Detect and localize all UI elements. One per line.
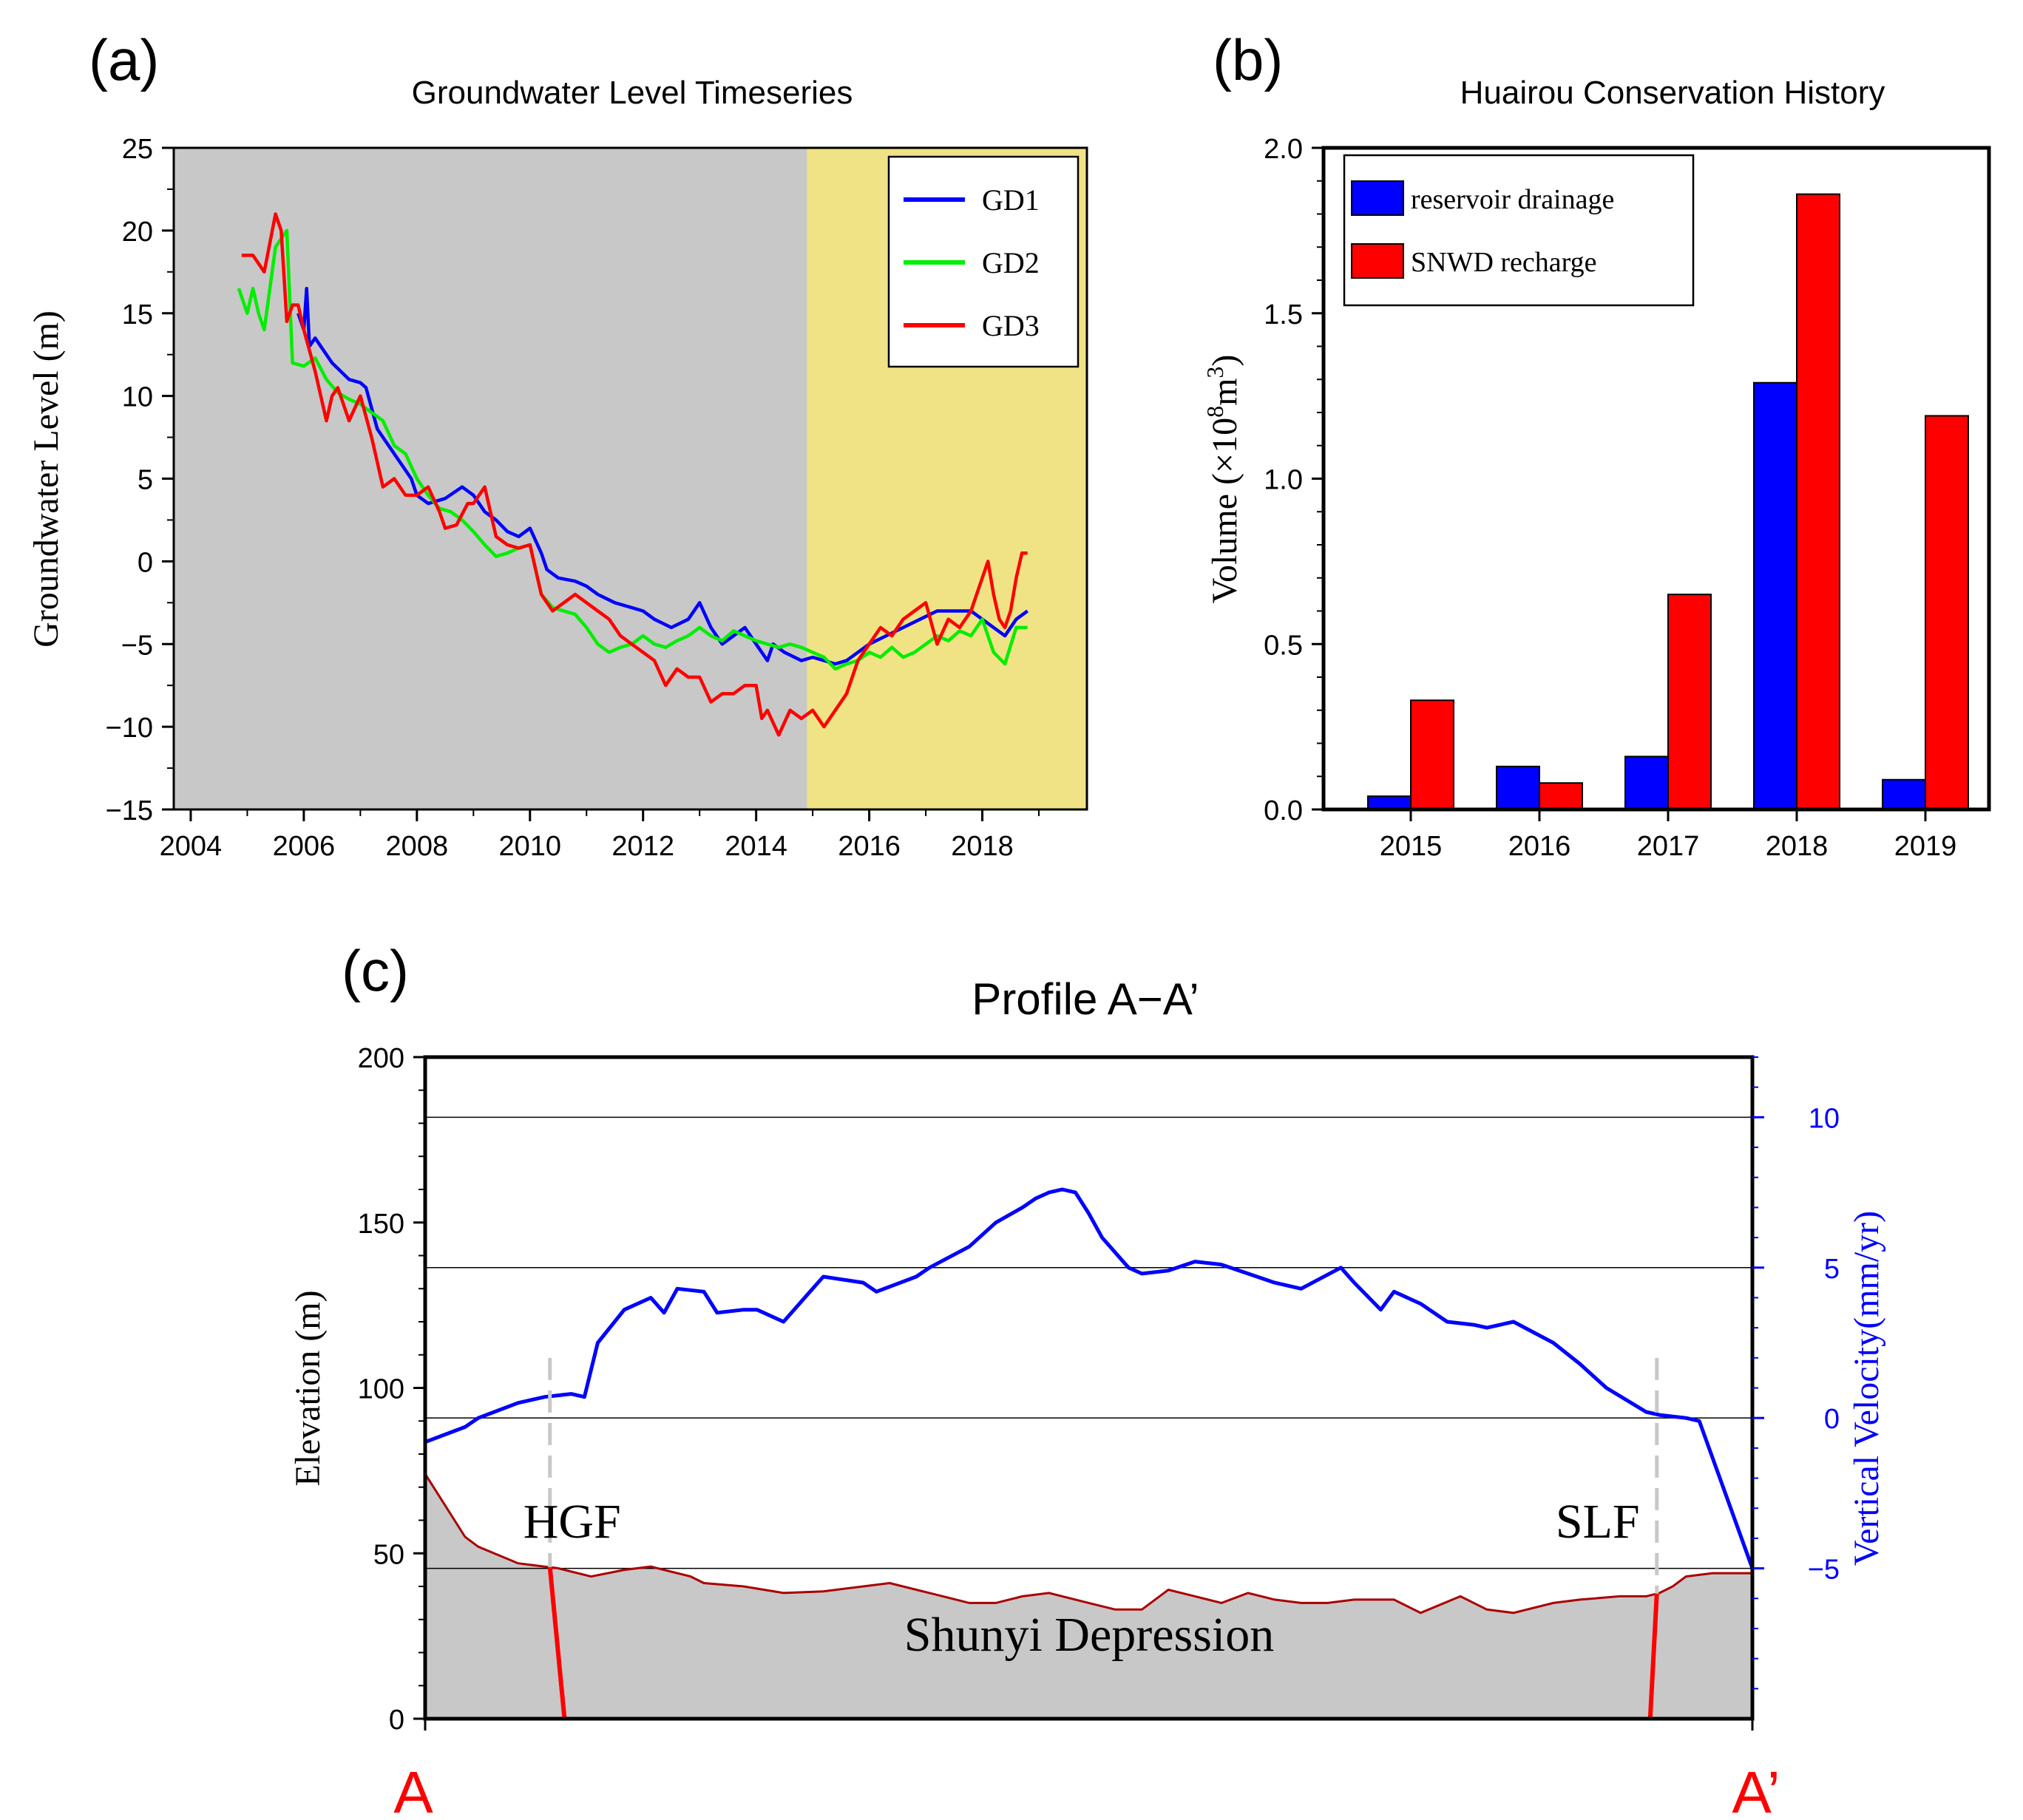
bar-drainage-2018	[1753, 381, 1797, 810]
ylabel-end: )	[1205, 355, 1244, 367]
shaded-period-pre	[174, 148, 807, 809]
y-tick-label: 5	[138, 465, 153, 496]
x-tick-label: 2017	[1637, 831, 1700, 862]
x-tick-label: 2006	[273, 831, 336, 862]
profile-start-label: A	[393, 1759, 433, 1820]
panel-a: (a) Groundwater Level Timeseries −15−10−…	[27, 27, 1088, 862]
panel-b-bars	[1367, 193, 1969, 811]
panel-c-right-axis: −5 0 5 10	[1752, 1056, 1840, 1690]
basin-fill	[425, 1473, 1752, 1719]
panel-a-legend: GD1 GD2 GD3	[887, 155, 1080, 368]
panel-a-ylabel: Groundwater Level (m)	[27, 310, 66, 648]
faults: HGF SLF	[523, 1357, 1659, 1719]
y-tick-label: 15	[122, 299, 153, 330]
y-tick-label: 10	[122, 382, 153, 413]
bar-drainage-2015	[1367, 795, 1412, 810]
bar-recharge-2019	[1925, 415, 1969, 810]
panel-b-legend: reservoir drainage SNWD recharge	[1343, 154, 1695, 307]
y-tick-label: 2.0	[1264, 134, 1303, 165]
ylabel-main: Volume (×10	[1205, 418, 1244, 604]
bar-recharge-2015	[1410, 699, 1454, 811]
panel-b-x-axis: 2015 2016 2017 2018 2019	[1380, 809, 1957, 862]
y-tick-label: 150	[358, 1209, 404, 1240]
legend-label-gd2: GD2	[982, 246, 1040, 279]
y-tick-label: 200	[358, 1043, 404, 1074]
y-tick-label: 1.5	[1264, 299, 1303, 330]
ylabel-mid: m	[1205, 378, 1244, 406]
ylabel-exp1: 8	[1202, 406, 1228, 418]
legend-label-recharge: SNWD recharge	[1411, 247, 1596, 278]
x-tick-label: 2016	[838, 831, 901, 862]
y-tick-label: 1.0	[1264, 465, 1303, 496]
x-tick-label: 2014	[725, 831, 787, 862]
y-right-tick-label: 5	[1824, 1254, 1840, 1285]
fault-line-slf	[1647, 1593, 1659, 1719]
y-tick-label: 100	[358, 1374, 404, 1405]
fault-label-slf: SLF	[1556, 1495, 1640, 1549]
legend-swatch-recharge	[1351, 243, 1404, 279]
y-tick-label: 0.0	[1264, 795, 1303, 826]
legend-label-gd1: GD1	[982, 183, 1040, 217]
panel-a-title: Groundwater Level Timeseries	[412, 75, 853, 111]
panel-c-ylabel-left: Elevation (m)	[288, 1290, 328, 1486]
ylabel-exp2: 3	[1202, 367, 1228, 378]
legend-swatch-drainage	[1351, 180, 1404, 216]
panel-a-label: (a)	[89, 27, 159, 92]
panel-a-x-axis: 2004 2006 2008 2010 2012 2014 2016 2018	[160, 809, 1040, 862]
panel-b-legend-box	[1343, 154, 1695, 307]
x-tick-label: 2015	[1380, 831, 1443, 862]
panel-b-y-axis: 0.0 0.5 1.0 1.5 2.0	[1264, 134, 1324, 826]
x-tick-label: 2010	[498, 831, 561, 862]
series-line-gd2	[237, 228, 1028, 671]
panel-b-ylabel: Volume (×108m3)	[1202, 355, 1244, 604]
x-tick-label: 2016	[1508, 831, 1571, 862]
legend-label-drainage: reservoir drainage	[1411, 184, 1614, 215]
panel-c-title: Profile A−A’	[972, 974, 1199, 1024]
y-tick-label: −10	[106, 713, 153, 744]
vertical-velocity-line	[424, 1187, 1755, 1569]
y-tick-label: 0	[389, 1705, 404, 1736]
series-line-gd3	[241, 212, 1028, 737]
y-right-tick-label: −5	[1808, 1555, 1840, 1586]
fault-label-hgf: HGF	[523, 1495, 621, 1549]
y-tick-label: 0	[138, 547, 153, 578]
x-tick-label: 2012	[611, 831, 674, 862]
panel-b-title: Huairou Conservation History	[1460, 75, 1885, 111]
panel-c-label: (c)	[342, 938, 409, 1003]
y-tick-label: −5	[121, 630, 153, 661]
y-tick-label: 20	[122, 217, 153, 248]
panel-c-ylabel-right: Vertical Velocity(mm/yr)	[1847, 1211, 1886, 1566]
velocity-gridlines	[425, 1116, 1752, 1569]
y-right-tick-label: 0	[1824, 1404, 1840, 1435]
panel-c-left-axis: 0 50 100 150 200	[358, 1043, 1754, 1736]
panel-a-y-axis: −15 −10 −5 0 5 10 15 20 25	[106, 134, 174, 826]
bar-drainage-2017	[1624, 755, 1669, 811]
y-tick-label: −15	[106, 795, 153, 826]
basin-label: Shunyi Depression	[904, 1608, 1274, 1662]
bar-recharge-2016	[1539, 782, 1583, 810]
y-tick-label: 25	[122, 134, 153, 165]
x-tick-label: 2019	[1894, 831, 1957, 862]
y-tick-label: 0.5	[1264, 630, 1303, 661]
bar-recharge-2017	[1667, 594, 1712, 810]
bar-drainage-2019	[1882, 778, 1926, 810]
x-tick-label: 2004	[160, 831, 223, 862]
x-tick-label: 2018	[1766, 831, 1829, 862]
legend-label-gd3: GD3	[982, 309, 1040, 342]
y-right-tick-label: 10	[1809, 1103, 1840, 1134]
panel-a-series	[237, 212, 1029, 737]
elevation-profile-line	[424, 1473, 1752, 1614]
x-tick-label: 2018	[951, 831, 1014, 862]
panel-b: (b) Huairou Conservation History 0.0 0.5 1…	[1202, 27, 1991, 862]
bar-drainage-2016	[1496, 765, 1540, 810]
x-tick-label: 2008	[386, 831, 449, 862]
y-tick-label: 50	[373, 1539, 404, 1570]
series-line-gd1	[296, 286, 1029, 666]
bar-recharge-2018	[1796, 193, 1840, 810]
fault-line-hgf	[547, 1566, 567, 1719]
profile-end-label: A’	[1732, 1759, 1780, 1820]
panel-b-label: (b)	[1213, 27, 1283, 92]
